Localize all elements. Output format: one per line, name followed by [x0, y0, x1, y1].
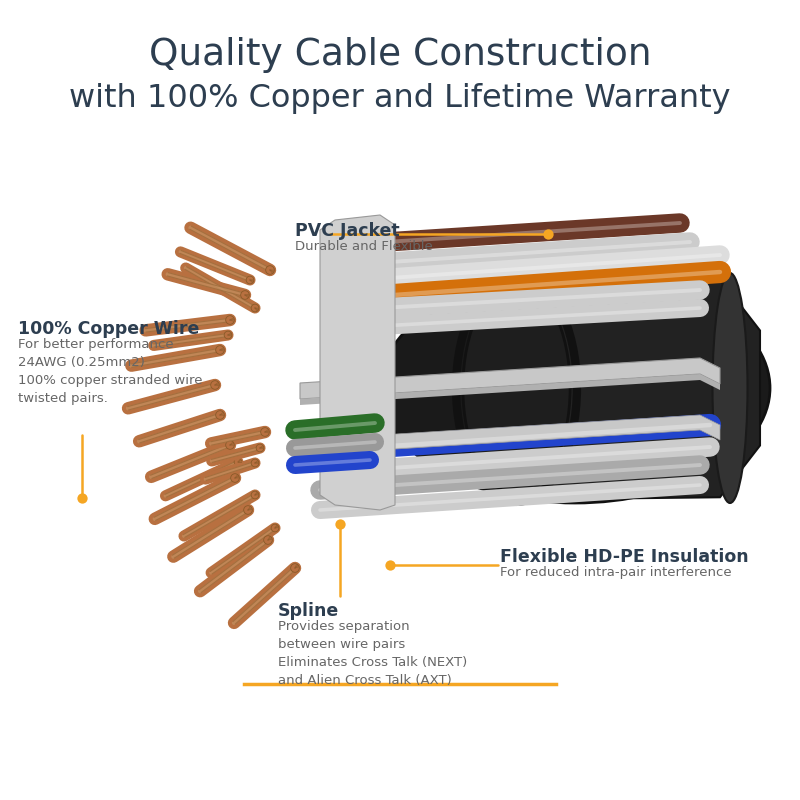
Circle shape	[230, 474, 239, 482]
Text: For reduced intra-pair interference: For reduced intra-pair interference	[500, 566, 732, 579]
Text: Flexible HD-PE Insulation: Flexible HD-PE Insulation	[500, 548, 749, 566]
Circle shape	[241, 290, 250, 299]
Point	[384, 558, 397, 571]
Ellipse shape	[463, 282, 570, 494]
Text: with 100% Copper and Lifetime Warranty: with 100% Copper and Lifetime Warranty	[69, 82, 731, 114]
Circle shape	[264, 536, 272, 544]
Text: PVC Jacket: PVC Jacket	[295, 222, 400, 240]
Circle shape	[271, 524, 279, 532]
Circle shape	[226, 441, 234, 450]
Circle shape	[251, 491, 259, 499]
Polygon shape	[300, 358, 720, 399]
Polygon shape	[517, 277, 760, 499]
Circle shape	[234, 458, 242, 466]
Text: Spline: Spline	[278, 602, 339, 620]
Text: Quality Cable Construction: Quality Cable Construction	[149, 37, 651, 73]
Text: For better performance
24AWG (0.25mm2)
100% copper stranded wire
twisted pairs.: For better performance 24AWG (0.25mm2) 1…	[18, 338, 202, 405]
Circle shape	[256, 444, 264, 452]
Ellipse shape	[713, 273, 747, 503]
Circle shape	[226, 316, 234, 324]
Circle shape	[251, 304, 259, 312]
Ellipse shape	[380, 273, 770, 503]
Circle shape	[261, 428, 270, 436]
Polygon shape	[320, 215, 395, 510]
Point	[75, 491, 89, 505]
Circle shape	[266, 266, 274, 274]
Circle shape	[244, 506, 252, 514]
Circle shape	[216, 410, 224, 419]
Point	[542, 227, 554, 240]
Circle shape	[210, 381, 219, 390]
Polygon shape	[300, 374, 720, 405]
Text: 100% Copper Wire: 100% Copper Wire	[18, 320, 199, 338]
Text: Provides separation
between wire pairs
Eliminates Cross Talk (NEXT)
and Alien Cr: Provides separation between wire pairs E…	[278, 620, 467, 687]
Text: Durable and Flexible: Durable and Flexible	[295, 240, 433, 253]
Point	[334, 518, 346, 530]
Circle shape	[251, 459, 259, 467]
Circle shape	[290, 564, 299, 572]
Polygon shape	[300, 415, 720, 455]
Circle shape	[216, 346, 224, 354]
Circle shape	[224, 331, 232, 339]
Circle shape	[246, 276, 254, 284]
